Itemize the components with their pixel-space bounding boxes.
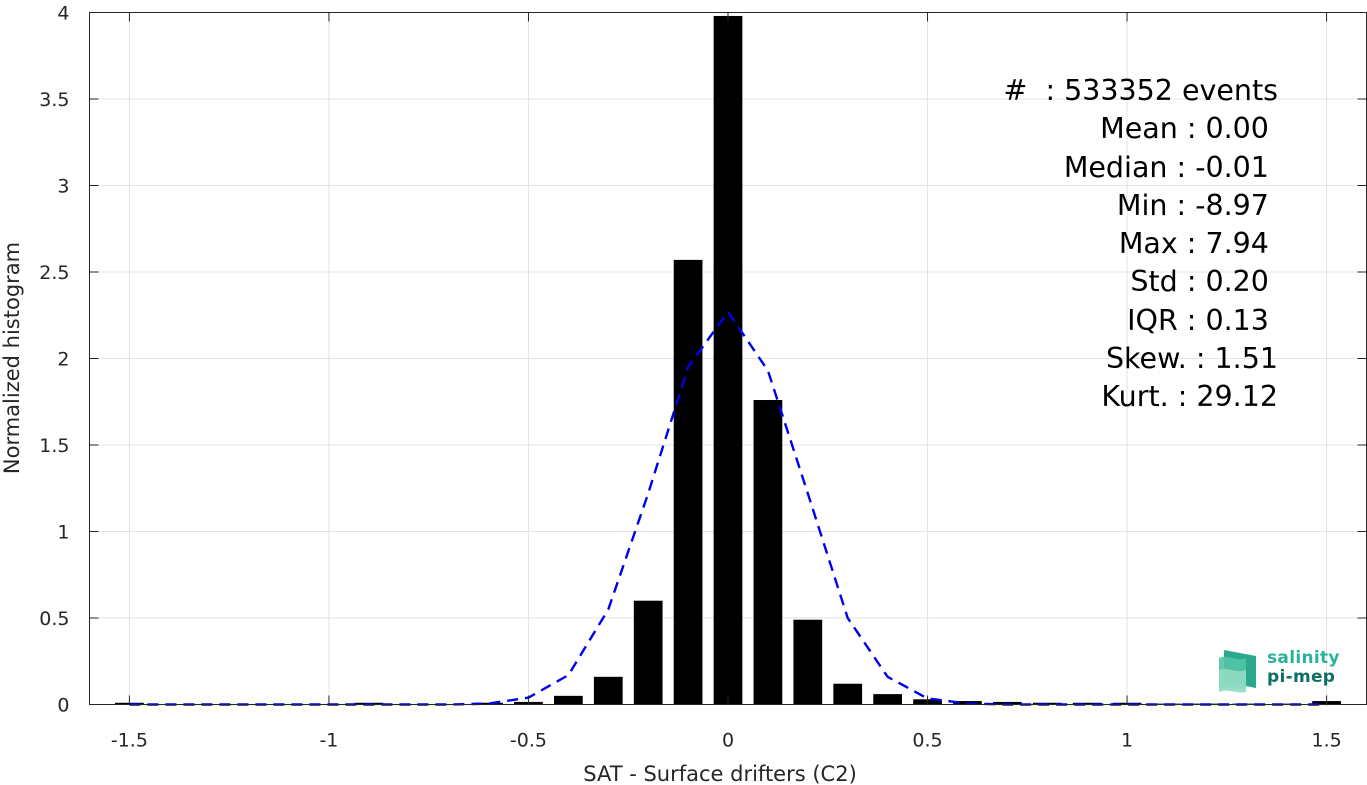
x-tick-label: 0 — [722, 730, 734, 752]
x-tick-labels: -1.5 -1 -0.5 0 0.5 1 1.5 — [111, 730, 1342, 752]
y-tick-label: 0.5 — [39, 608, 69, 630]
salinity-pimep-logo: salinity pi-mep — [1216, 646, 1346, 694]
stat-std: Std : 0.20 — [1130, 265, 1278, 299]
statistics-box: # : 533352 events Mean : 0.00 Median : -… — [1003, 72, 1278, 417]
histogram-bar — [1072, 702, 1102, 705]
logo-text-salinity: salinity — [1267, 648, 1340, 668]
stat-mean: Mean : 0.00 — [1100, 112, 1278, 146]
stat-max: Max : 7.94 — [1118, 227, 1278, 261]
histogram-bar — [713, 15, 743, 705]
y-tick-label: 2.5 — [39, 262, 69, 284]
y-tick-label: 2 — [57, 349, 69, 371]
x-tick-label: 0.5 — [912, 730, 942, 752]
x-tick-label: -1 — [319, 730, 338, 752]
x-tick-label: -0.5 — [510, 730, 547, 752]
histogram-bar — [633, 600, 663, 705]
stat-iqr: IQR : 0.13 — [1127, 303, 1278, 337]
y-tick-label: 0 — [57, 695, 69, 717]
histogram-bar — [992, 701, 1022, 705]
y-axis-title: Normalized histogram — [0, 242, 24, 474]
histogram-bar — [593, 676, 623, 705]
y-tick-label: 4 — [57, 3, 69, 25]
logo-text-pimep: pi-mep — [1267, 667, 1336, 687]
histogram-bar — [833, 683, 863, 705]
y-tick-label: 3 — [57, 176, 69, 198]
histogram-bar — [673, 259, 703, 705]
x-tick-label: 1.5 — [1311, 730, 1341, 752]
histogram-bar — [753, 400, 783, 705]
y-tick-labels: 0 0.5 1 1.5 2 2.5 3 3.5 4 — [39, 3, 69, 717]
stat-min: Min : -8.97 — [1116, 188, 1278, 222]
histogram-bar — [474, 702, 503, 705]
histogram-bar — [873, 694, 902, 705]
histogram-bar — [554, 695, 583, 705]
histogram-bar — [793, 619, 823, 705]
x-tick-label: -1.5 — [111, 730, 148, 752]
x-axis-title: SAT - Surface drifters (C2) — [583, 762, 857, 785]
stat-events: # : 533352 events — [1003, 74, 1278, 107]
wave-logo-icon — [1219, 650, 1256, 693]
stat-median: Median : -0.01 — [1063, 150, 1278, 184]
stat-skew: Skew. : 1.51 — [1105, 342, 1278, 376]
y-tick-label: 1 — [57, 522, 69, 544]
y-tick-label: 3.5 — [39, 89, 69, 111]
axis-ticks — [89, 12, 1367, 705]
x-tick-label: 1 — [1121, 730, 1133, 752]
y-tick-label: 1.5 — [39, 435, 69, 457]
stat-kurt: Kurt. : 29.12 — [1101, 380, 1278, 414]
